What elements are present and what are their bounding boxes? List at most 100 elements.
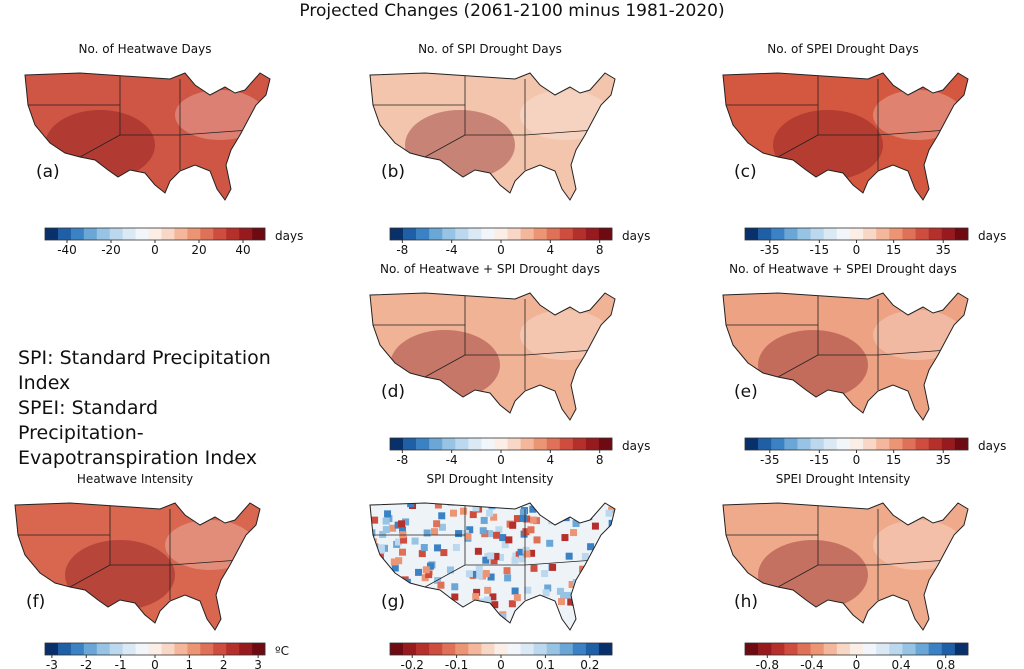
map-cell (519, 514, 527, 522)
map (369, 292, 616, 421)
colorbar-segment (572, 228, 587, 240)
colorbar-tick-label: -20 (101, 243, 121, 257)
map-cell (572, 519, 580, 527)
map-cell (480, 630, 487, 637)
map-cell (475, 565, 483, 573)
colorbar-tick-label: 0.1 (536, 658, 555, 669)
map-cell (426, 562, 434, 570)
map-cell (412, 629, 420, 630)
colorbar-segment (598, 228, 613, 240)
colorbar-segment (429, 643, 443, 655)
colorbar-segment (70, 643, 85, 655)
colorbar-segment (442, 643, 456, 655)
map-cell (407, 606, 415, 614)
map-cell (533, 536, 541, 544)
colorbar-segment (455, 228, 469, 240)
map-cell (398, 503, 406, 504)
map-cell (493, 531, 501, 539)
map-cell (399, 526, 407, 534)
map-cell (586, 627, 594, 630)
map-cell (472, 593, 480, 601)
colorbar-tick-label: 35 (936, 453, 951, 467)
colorbar-segment (598, 643, 613, 655)
colorbar-tick-label: 0 (497, 453, 505, 467)
map-cell (527, 526, 535, 534)
map-cell (486, 509, 494, 517)
map (366, 495, 616, 639)
colorbar-segment (810, 228, 825, 240)
colorbar-tick-label: 15 (886, 453, 901, 467)
map-cell (379, 530, 387, 538)
colorbar-tick-label: -4 (446, 453, 458, 467)
map-cell (433, 607, 441, 615)
colorbar-segment (45, 228, 59, 240)
colorbar-segment (200, 228, 214, 240)
colorbar-tick-label: 0 (497, 243, 505, 257)
colorbar-segment (915, 228, 929, 240)
colorbar-unit: days (622, 439, 650, 453)
map-cell (449, 509, 457, 517)
map-cell (595, 581, 603, 589)
map-cell (562, 503, 570, 506)
state-borders (723, 505, 949, 600)
state-borders (370, 295, 596, 390)
colorbar-segment (494, 228, 508, 240)
map-cell (407, 495, 414, 502)
colorbar-tick-label: 0.8 (936, 658, 955, 669)
map-cell (485, 503, 493, 504)
colorbar-tick-label: 3 (254, 658, 262, 669)
map-cell (394, 613, 402, 621)
map-blob (65, 540, 175, 610)
map-cell (377, 544, 385, 552)
colorbar-segment (559, 228, 574, 240)
map-cell (483, 596, 491, 604)
colorbar-segment (226, 228, 240, 240)
map-cell (570, 529, 578, 537)
panel-label: (d) (381, 382, 405, 402)
map-cell (424, 618, 432, 626)
map-cell (411, 614, 419, 622)
colorbar-segment (954, 643, 969, 655)
panel-title: No. of Heatwave Days (79, 42, 212, 56)
map-cell (548, 625, 556, 630)
colorbar-tick-label: 0.2 (580, 658, 599, 669)
map-cell (474, 612, 482, 620)
map-cell (487, 573, 495, 581)
colorbar-segment (494, 643, 508, 655)
colorbar-segment (572, 643, 587, 655)
colorbar-segment (863, 438, 877, 450)
colorbar-segment (810, 438, 825, 450)
note: SPI: Standard Precipitation Index (18, 347, 271, 394)
map-cell (472, 623, 480, 630)
map-cell (399, 548, 407, 556)
map-cell (580, 574, 588, 582)
colorbar-segment (403, 643, 417, 655)
map-cell (504, 574, 512, 582)
colorbar-segment (520, 438, 534, 450)
panel-title: No. of Heatwave + SPI Drought days (380, 262, 600, 276)
map-cell (607, 581, 615, 589)
map-cell (490, 557, 498, 565)
colorbar-segment (915, 438, 929, 450)
map-cell (484, 609, 492, 617)
map-cell (612, 554, 615, 562)
map-cell (591, 522, 599, 530)
colorbar-tick-label: 4 (547, 243, 555, 257)
colorbar-segment (823, 643, 838, 655)
colorbar-segment (252, 643, 266, 655)
colorbar-segment (468, 228, 482, 240)
map-cell (497, 554, 505, 562)
map-cell (482, 569, 490, 577)
colorbar-unit: days (275, 229, 303, 243)
map-cell (366, 632, 373, 639)
map-cell (441, 622, 449, 630)
colorbar-unit: days (978, 229, 1006, 243)
colorbar-segment (771, 438, 785, 450)
map-cell (591, 607, 599, 615)
map-cell (497, 627, 505, 630)
map-blob (520, 310, 610, 360)
colorbar-segment (83, 643, 98, 655)
map-cell (410, 587, 418, 595)
colorbar-segment (252, 228, 266, 240)
map-cell (451, 593, 459, 601)
